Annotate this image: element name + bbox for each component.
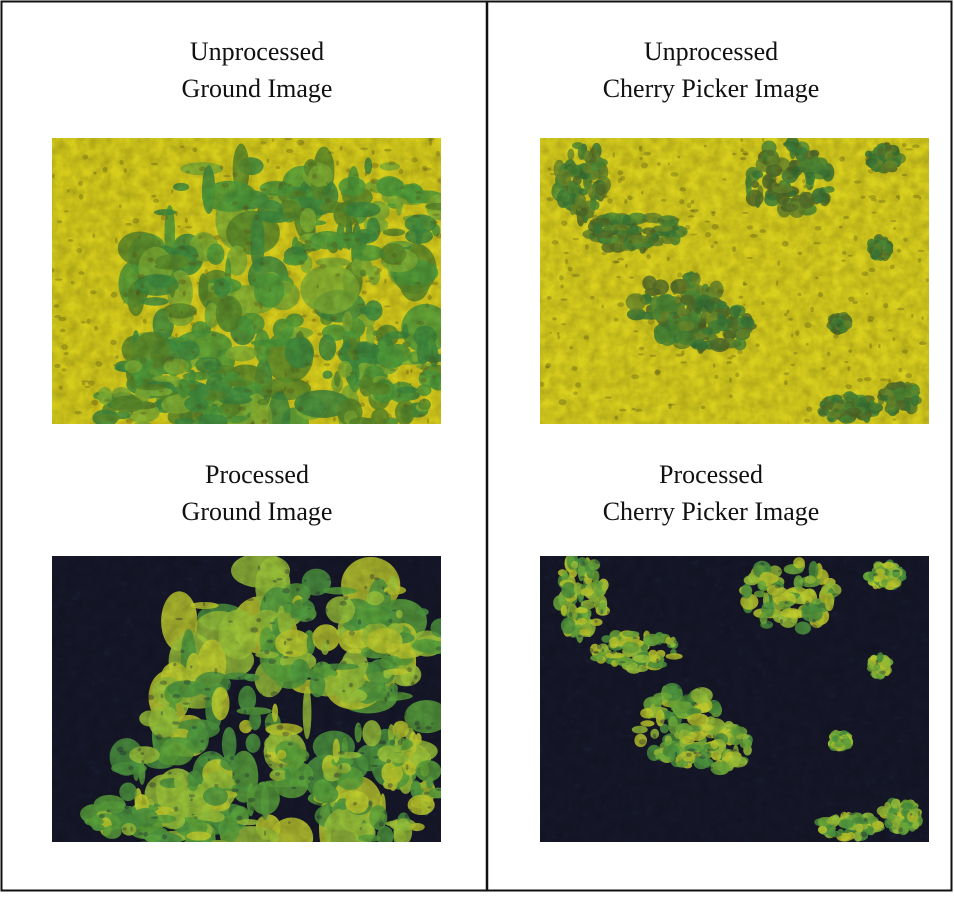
texture [174, 432, 203, 439]
texture [135, 842, 154, 850]
photo [51, 553, 452, 863]
caption-line: Unprocessed [190, 37, 324, 66]
texture [264, 841, 270, 863]
texture [152, 841, 165, 856]
figure: Unprocessed Ground Image Unprocessed Che… [0, 0, 954, 893]
caption-line: Ground Image [182, 74, 333, 103]
texture [140, 427, 169, 443]
texture [137, 427, 170, 446]
photo [539, 136, 929, 424]
caption-line: Processed [659, 460, 763, 489]
caption-line: Cherry Picker Image [603, 74, 820, 103]
caption-line: Cherry Picker Image [603, 497, 820, 526]
caption-line: Processed [205, 460, 309, 489]
photo [539, 552, 931, 843]
caption-line: Ground Image [182, 497, 333, 526]
texture [52, 556, 441, 842]
texture [155, 843, 183, 854]
texture [540, 556, 929, 842]
texture [540, 138, 929, 424]
texture [146, 425, 165, 439]
texture [142, 425, 176, 434]
caption-line: Unprocessed [644, 37, 778, 66]
photo [50, 137, 452, 449]
page: Unprocessed Ground Image Unprocessed Che… [0, 0, 954, 893]
texture [52, 138, 441, 424]
